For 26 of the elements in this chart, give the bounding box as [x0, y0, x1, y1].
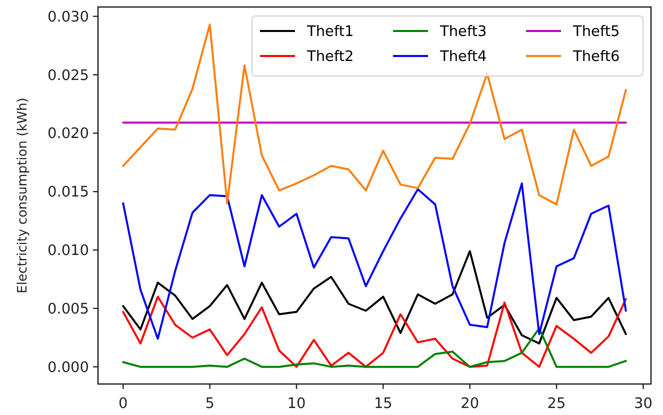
y-tick-label: 0.010	[47, 243, 89, 260]
y-tick-label: 0.030	[47, 9, 89, 26]
x-tick-label: 15	[374, 396, 392, 412]
y-tick-label: 0.025	[47, 68, 89, 84]
legend-label: Theft6	[572, 49, 620, 66]
legend-label: Theft4	[439, 49, 487, 66]
x-tick-label: 25	[547, 396, 566, 412]
x-tick-label: 10	[287, 396, 306, 412]
x-tick-label: 0	[118, 396, 128, 412]
y-axis-title: Electricity consumption (kWh)	[16, 98, 31, 294]
line-series	[122, 296, 627, 368]
legend-label: Theft1	[306, 24, 354, 40]
line-series	[122, 24, 627, 206]
y-tick-label: 0.015	[47, 184, 89, 201]
y-tick-label: 0.020	[47, 126, 89, 142]
line-series	[122, 250, 627, 344]
y-tick-label: 0.005	[47, 301, 89, 318]
x-tick-label: 20	[460, 396, 480, 412]
legend-label: Theft5	[572, 24, 620, 40]
x-tick-label: 5	[205, 396, 214, 412]
line-series	[122, 182, 627, 340]
line-series	[122, 327, 627, 368]
y-tick-label: 0.000	[47, 360, 89, 376]
legend-label: Theft2	[306, 49, 354, 66]
x-tick-label: 30	[634, 396, 652, 412]
legend-label: Theft3	[439, 24, 487, 40]
